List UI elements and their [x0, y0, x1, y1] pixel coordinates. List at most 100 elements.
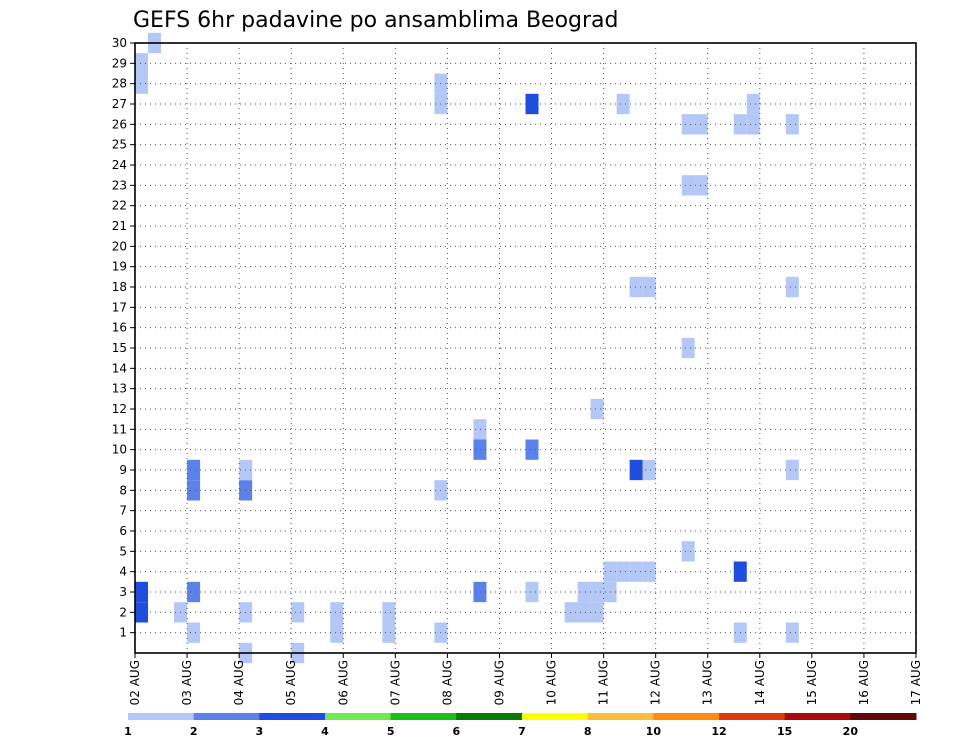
precip-cell [629, 459, 643, 481]
colorbar-label: 4 [321, 725, 329, 738]
x-tick-label: 02 AUG [128, 660, 142, 705]
colorbar-swatch [456, 713, 523, 720]
x-tick-label: 17 AUG [909, 660, 923, 705]
y-tick-label: 25 [112, 138, 127, 152]
precip-cell [629, 561, 643, 582]
precip-cell [694, 175, 708, 196]
y-tick-label: 30 [112, 36, 127, 50]
x-tick-label: 05 AUG [284, 660, 298, 705]
colorbar-swatch [259, 713, 326, 720]
y-axis: 1234567891011121314151617181920212223242… [112, 36, 135, 640]
precip-cell [681, 541, 695, 562]
colorbar-label: 10 [646, 725, 662, 738]
precip-cell [746, 114, 760, 135]
y-tick-label: 19 [112, 260, 127, 274]
y-tick-label: 9 [119, 463, 127, 477]
precip-cell [577, 602, 591, 623]
x-tick-label: 04 AUG [232, 660, 246, 705]
colorbar-swatch [390, 713, 457, 720]
precip-cell [135, 581, 149, 603]
precip-cell [564, 602, 578, 623]
y-tick-label: 2 [119, 605, 127, 619]
precip-cell [135, 73, 149, 94]
x-tick-label: 13 AUG [701, 660, 715, 705]
y-tick-label: 8 [119, 483, 127, 497]
precip-cell [642, 459, 656, 481]
y-tick-label: 13 [112, 382, 127, 396]
colorbar-label: 1 [124, 725, 132, 738]
precip-cell [629, 276, 643, 298]
y-tick-label: 26 [112, 117, 127, 131]
x-tick-label: 06 AUG [336, 660, 350, 705]
precip-cell [291, 602, 305, 623]
y-tick-label: 17 [112, 300, 127, 314]
y-tick-label: 20 [112, 239, 127, 253]
precip-cell [330, 622, 344, 643]
precip-cell [616, 93, 630, 115]
y-tick-label: 18 [112, 280, 127, 294]
precipitation-cells [135, 32, 799, 664]
precip-cell [694, 114, 708, 135]
precip-cell [642, 276, 656, 298]
precip-cell [382, 622, 396, 643]
precip-cell [746, 93, 760, 115]
precip-cell [577, 581, 591, 603]
precip-cell [681, 175, 695, 196]
colorbar-label: 12 [711, 725, 726, 738]
precip-cell [590, 602, 604, 623]
x-tick-label: 10 AUG [545, 660, 559, 705]
colorbar-swatch [850, 713, 917, 720]
y-tick-label: 5 [119, 544, 127, 558]
precip-cell [135, 602, 149, 623]
x-tick-label: 09 AUG [492, 660, 506, 705]
y-tick-label: 16 [112, 321, 127, 335]
grid-lines [135, 43, 916, 653]
precip-cell [525, 93, 539, 115]
colorbar-swatch [325, 713, 392, 720]
colorbar-swatch [719, 713, 786, 720]
colorbar-label: 2 [190, 725, 198, 738]
y-tick-label: 4 [119, 565, 127, 579]
x-tick-label: 07 AUG [388, 660, 402, 705]
precip-cell [681, 337, 695, 359]
y-tick-label: 11 [112, 422, 127, 436]
x-tick-label: 16 AUG [857, 660, 871, 705]
chart-title: GEFS 6hr padavine po ansamblima Beograd [133, 8, 619, 33]
x-axis: 02 AUG 03 AUG 04 AUG 05 AUG 06 AUG 07 AUG 08 A… [128, 653, 923, 705]
precip-cell [785, 114, 799, 135]
y-tick-label: 12 [112, 402, 127, 416]
colorbar-label: 20 [843, 725, 859, 738]
y-tick-label: 1 [119, 626, 127, 640]
precip-cell [473, 439, 487, 460]
precip-cell [525, 581, 539, 603]
y-tick-label: 23 [112, 178, 127, 192]
colorbar-label: 5 [387, 725, 395, 738]
precip-cell [616, 561, 630, 582]
x-tick-label: 12 AUG [649, 660, 663, 705]
precip-cell [187, 622, 201, 643]
precip-cell [473, 419, 487, 440]
colorbar-label: 7 [518, 725, 526, 738]
precip-cell [642, 561, 656, 582]
x-tick-label: 03 AUG [180, 660, 194, 705]
precip-cell [785, 276, 799, 298]
colorbar-label: 8 [584, 725, 592, 738]
colorbar-label: 6 [453, 725, 461, 738]
colorbar-label: 15 [777, 725, 792, 738]
y-tick-label: 7 [119, 504, 127, 518]
colorbar-swatch [193, 713, 260, 720]
precip-cell [187, 581, 201, 603]
x-tick-label: 11 AUG [597, 660, 611, 705]
colorbar-swatch [784, 713, 851, 720]
y-tick-label: 21 [112, 219, 127, 233]
precip-cell [187, 459, 201, 481]
precip-cell [785, 459, 799, 481]
x-tick-label: 14 AUG [753, 660, 767, 705]
precip-cell [785, 622, 799, 643]
colorbar-swatch [128, 713, 195, 720]
y-tick-label: 27 [112, 97, 127, 111]
y-tick-label: 28 [112, 77, 127, 91]
precip-cell [525, 439, 539, 460]
y-tick-label: 3 [119, 585, 127, 599]
